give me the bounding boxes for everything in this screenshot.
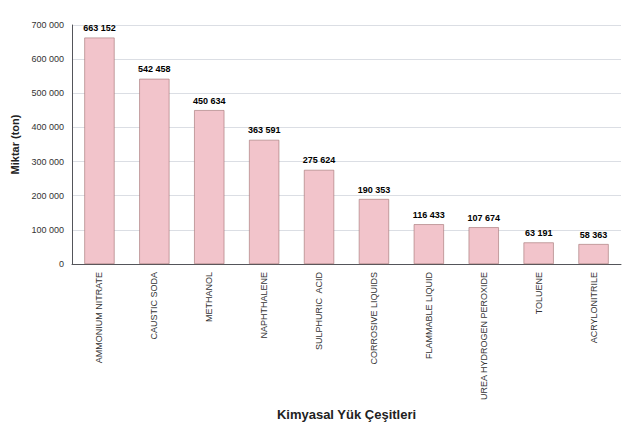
svg-text:63 191: 63 191 <box>525 228 553 238</box>
svg-text:0: 0 <box>59 259 64 269</box>
svg-text:UREA HYDROGEN PEROXIDE: UREA HYDROGEN PEROXIDE <box>479 272 489 400</box>
svg-text:542 458: 542 458 <box>138 64 171 74</box>
svg-text:200 000: 200 000 <box>31 191 64 201</box>
svg-text:Miktar (ton): Miktar (ton) <box>9 114 21 174</box>
svg-text:SULPHURIC ACID: SULPHURIC ACID <box>314 272 324 351</box>
svg-text:TOLUENE: TOLUENE <box>534 272 544 314</box>
svg-text:363 591: 363 591 <box>248 125 281 135</box>
svg-text:100 000: 100 000 <box>31 225 64 235</box>
svg-text:AMMONIUM NITRATE: AMMONIUM NITRATE <box>94 272 104 363</box>
svg-text:400 000: 400 000 <box>31 122 64 132</box>
svg-text:275 624: 275 624 <box>303 155 336 165</box>
svg-text:58 363: 58 363 <box>580 230 608 240</box>
svg-text:NAPHTHALENE: NAPHTHALENE <box>259 272 269 339</box>
svg-text:663 152: 663 152 <box>83 23 116 33</box>
svg-text:300 000: 300 000 <box>31 157 64 167</box>
svg-text:107 674: 107 674 <box>467 213 500 223</box>
svg-text:500 000: 500 000 <box>31 88 64 98</box>
svg-text:CAUSTIC SODA: CAUSTIC SODA <box>149 272 159 340</box>
svg-text:FLAMMABLE LIQUID: FLAMMABLE LIQUID <box>424 272 434 360</box>
svg-text:600 000: 600 000 <box>31 54 64 64</box>
svg-text:450 634: 450 634 <box>193 96 226 106</box>
svg-text:700 000: 700 000 <box>31 20 64 30</box>
svg-text:METHANOL: METHANOL <box>204 272 214 322</box>
svg-text:CORROSIVE LIQUIDS: CORROSIVE LIQUIDS <box>369 272 379 365</box>
svg-text:116 433: 116 433 <box>413 210 445 220</box>
svg-text:190 353: 190 353 <box>358 185 391 195</box>
svg-text:Kimyasal Yük Çeşitleri: Kimyasal Yük Çeşitleri <box>277 407 416 422</box>
svg-text:ACRYLONITRILE: ACRYLONITRILE <box>589 272 599 343</box>
